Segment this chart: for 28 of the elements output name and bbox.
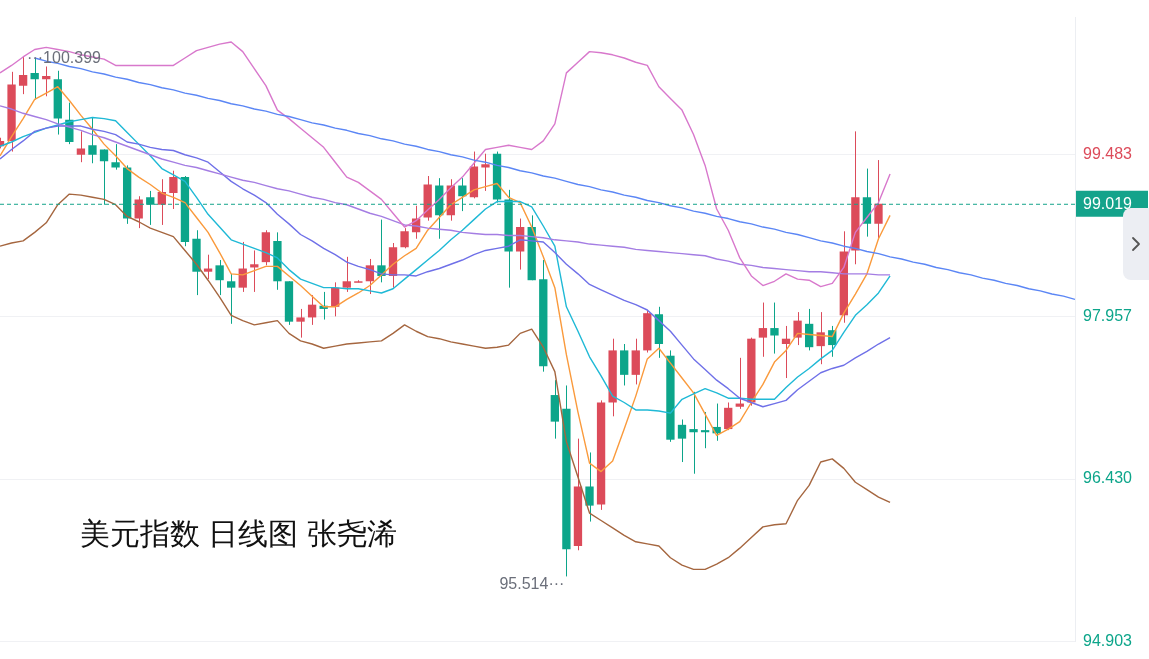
candlestick [689, 391, 698, 475]
candlestick [724, 401, 733, 431]
candlestick [227, 273, 236, 325]
candlestick [169, 170, 178, 210]
candlestick [677, 419, 687, 463]
candlestick [18, 56, 28, 95]
y-tick-label: 97.957 [1083, 307, 1133, 325]
candlestick [781, 325, 791, 379]
candlestick [770, 302, 779, 355]
candlestick [134, 195, 143, 229]
y-tick-label: 94.903 [1083, 631, 1133, 649]
candlestick [400, 227, 409, 249]
candlestick [793, 311, 802, 346]
candlestick [111, 143, 120, 171]
candlestick [88, 117, 97, 164]
ref-line-label: 99.019 [1083, 195, 1133, 213]
y-tick-label: 96.430 [1083, 469, 1133, 487]
y-tick-label: 99.483 [1083, 144, 1133, 162]
candlestick [76, 130, 86, 163]
candlestick [215, 259, 224, 296]
candlestick [296, 308, 305, 339]
candlestick [758, 302, 768, 358]
candlestick [481, 153, 490, 192]
text: 美元指数 日线图 张尧浠 [80, 516, 397, 552]
annotation: 95.514··· [499, 574, 565, 592]
candlestick [307, 294, 317, 326]
candlestick [585, 451, 594, 523]
candlestick [342, 256, 351, 293]
